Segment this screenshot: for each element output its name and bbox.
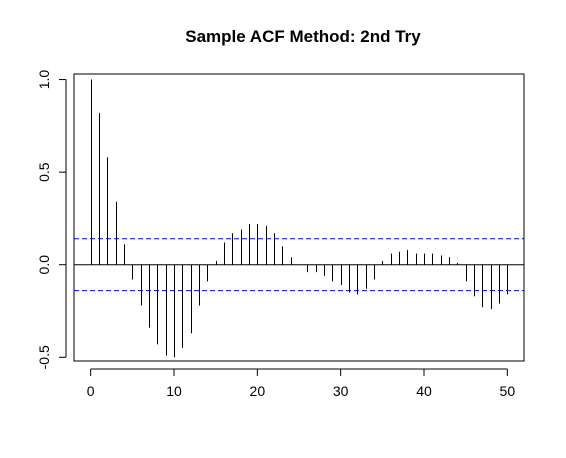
x-axis: 0 10 20 30 40 50 [87, 368, 516, 399]
acf-spikes [74, 79, 524, 358]
x-tick-label: 40 [416, 383, 432, 399]
plot-frame [73, 73, 525, 362]
confidence-bands [74, 238, 524, 292]
y-tick-label: 0.5 [36, 162, 52, 182]
y-tick-label: 1.0 [36, 70, 52, 90]
x-tick-label: 10 [166, 383, 182, 399]
x-tick-label: 50 [500, 383, 516, 399]
x-tick-label: 0 [87, 383, 95, 399]
y-tick-label: 0.0 [36, 255, 52, 275]
x-tick-label: 30 [333, 383, 349, 399]
y-tick-label: -0.5 [36, 345, 52, 369]
y-axis: -0.5 0.0 0.5 1.0 [36, 70, 67, 369]
chart-title: Sample ACF Method: 2nd Try [185, 27, 421, 46]
x-tick-label: 20 [250, 383, 266, 399]
